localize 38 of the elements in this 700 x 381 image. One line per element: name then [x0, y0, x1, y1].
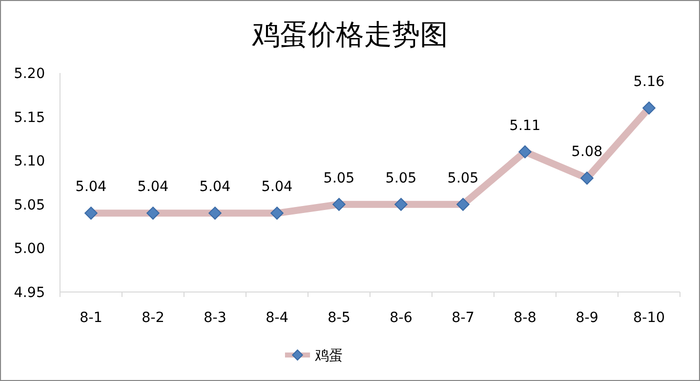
point [456, 198, 470, 211]
x-tick-label: 8-4 [266, 310, 289, 326]
x-tick-label: 8-1 [80, 310, 102, 326]
data-label: 5.04 [261, 179, 293, 196]
data-label: 5.05 [385, 170, 417, 186]
data-label: 5.05 [447, 170, 479, 186]
data-label: 5.04 [75, 179, 107, 196]
data-label: 5.05 [323, 170, 355, 186]
legend-label: 鸡蛋 [314, 348, 343, 364]
text: 5.05 [14, 197, 45, 214]
point [580, 172, 594, 185]
x-tick-label: 8-3 [204, 310, 226, 326]
point [642, 102, 656, 115]
chart-title: 鸡蛋价格走势图 [251, 18, 448, 51]
point [332, 198, 346, 211]
point [270, 206, 284, 220]
x-tick-label: 8-6 [390, 310, 413, 326]
point [84, 206, 98, 220]
data-label: 5.04 [137, 179, 169, 196]
text: 4.95 [14, 285, 45, 301]
x-tick-label: 8-2 [142, 310, 164, 326]
x-tick-label: 8-9 [576, 310, 598, 326]
point [146, 206, 160, 220]
text: 5.00 [14, 241, 45, 258]
text: 5.15 [14, 110, 45, 126]
data-label: 5.08 [571, 144, 603, 160]
x-tick-label: 8-10 [633, 310, 665, 326]
data-label: 5.16 [633, 74, 665, 90]
point [394, 198, 408, 211]
text: 5.20 [14, 66, 45, 82]
text: 5.10 [14, 154, 45, 170]
x-tick-label: 8-7 [452, 310, 474, 326]
point [208, 206, 222, 220]
data-label: 5.11 [509, 118, 541, 134]
x-tick-label: 8-5 [328, 310, 350, 326]
x-tick-label: 8-8 [514, 310, 536, 326]
data-label: 5.04 [199, 179, 231, 196]
point [518, 145, 532, 158]
